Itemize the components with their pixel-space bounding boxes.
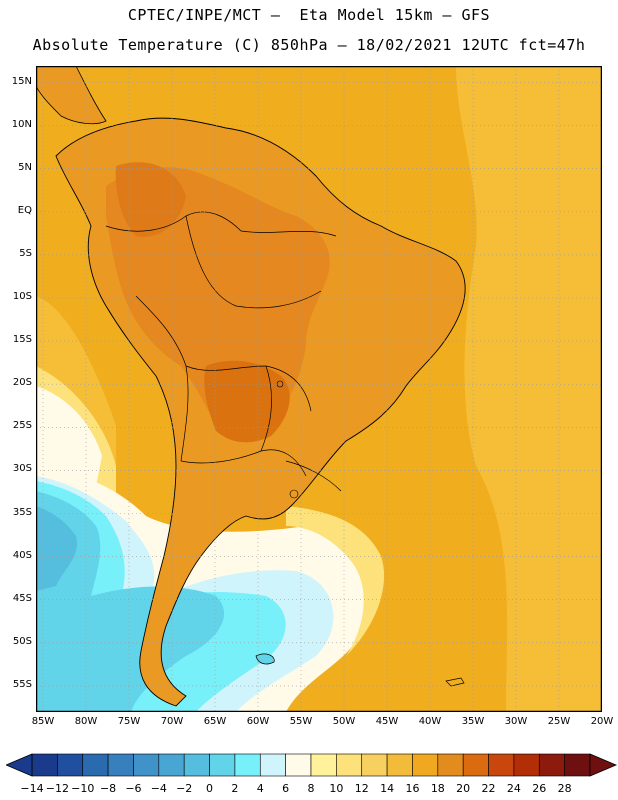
- lat-label-50s: 50S: [12, 635, 32, 647]
- lat-label-10s: 10S: [12, 291, 32, 302]
- lon-label-50w: 50W: [332, 716, 356, 727]
- country-borders: [105, 211, 342, 492]
- interior-hot-zone: [106, 167, 330, 437]
- colorbar-swatch: [107, 753, 134, 777]
- colorbar-swatch: [412, 753, 439, 777]
- colorbar-swatch: [285, 753, 312, 777]
- colorbar-right-arrow: [589, 753, 618, 777]
- colorbar-label: 28: [557, 782, 572, 795]
- lon-label-40w: 40W: [418, 716, 442, 727]
- south-deep-blue-patch: [36, 506, 77, 591]
- colorbar-swatch: [209, 753, 236, 777]
- temperature-map: [36, 66, 602, 712]
- colorbar-label: 18: [430, 782, 445, 795]
- south-blue-zone: [36, 491, 225, 712]
- lon-label-20w: 20W: [590, 716, 614, 727]
- lat-label-30s: 30S: [12, 463, 32, 475]
- lon-label-65w: 65W: [203, 716, 227, 727]
- map-frame: [36, 66, 602, 712]
- lon-label-25w: 25W: [547, 716, 571, 727]
- central-america-land: [36, 66, 107, 125]
- colorbar-swatch: [488, 753, 515, 777]
- colorbar-swatch: [310, 753, 337, 777]
- colorbar-label: −4: [150, 782, 167, 795]
- colorbar-swatch: [57, 753, 84, 777]
- colorbar-swatch: [336, 753, 363, 777]
- colorbar-swatch: [437, 753, 464, 777]
- south-georgia-island: [445, 677, 465, 687]
- colorbar-swatch: [538, 753, 565, 777]
- colorbar-swatch: [183, 753, 210, 777]
- colorbar-swatch: [82, 753, 109, 777]
- lat-label-15n: 15N: [11, 75, 32, 87]
- colorbar-swatch: [158, 753, 185, 777]
- lat-label-5s: 5S: [19, 247, 32, 259]
- north-hot-patch: [115, 162, 186, 237]
- lon-label-55w: 55W: [289, 716, 313, 727]
- colorbar-swatch: [234, 753, 261, 777]
- colorbar-swatch: [361, 753, 388, 777]
- lon-label-70w: 70W: [160, 716, 184, 727]
- colorbar-label: 4: [256, 782, 264, 795]
- colorbar-label: 0: [206, 782, 214, 795]
- colorbar-left-arrow: [6, 753, 33, 777]
- colorbar-label: 2: [231, 782, 239, 795]
- colorbar-label: 12: [354, 782, 369, 795]
- lon-label-75w: 75W: [117, 716, 141, 727]
- atlantic-pale-ridge: [286, 506, 385, 656]
- lat-label-10n: 10N: [11, 118, 32, 130]
- colorbar-swatch: [133, 753, 160, 777]
- colorbar-label: −8: [99, 782, 117, 795]
- lon-label-45w: 45W: [375, 716, 399, 727]
- map-title-line1: CPTEC/INPE/MCT – Eta Model 15km – GFS: [127, 6, 491, 24]
- lon-label-30w: 30W: [504, 716, 528, 727]
- map-canvas: [36, 66, 602, 712]
- colorbar-label: 20: [456, 782, 471, 795]
- lon-label-80w: 80W: [74, 716, 98, 727]
- yellow-ocean-band: [456, 66, 602, 712]
- colorbar-label: −2: [176, 782, 193, 795]
- lat-label-45s: 45S: [12, 592, 32, 604]
- colorbar-label: 14: [380, 782, 395, 795]
- lat-label-55s: 55S: [12, 678, 32, 690]
- colorbar-label: −14: [20, 782, 44, 795]
- colorbar-swatch: [564, 753, 591, 777]
- falkland-islands: [255, 653, 275, 665]
- lon-label-85w: 85W: [31, 716, 55, 727]
- colorbar: [6, 753, 618, 777]
- lat-label-20s: 20S: [12, 377, 32, 389]
- colorbar-swatch: [31, 753, 58, 777]
- map-title-line2: Absolute Temperature (C) 850hPa – 18/02/…: [32, 36, 586, 54]
- lat-label-5n: 5N: [18, 161, 32, 173]
- lat-label-35s: 35S: [12, 506, 32, 518]
- colorbar-swatch: [513, 753, 540, 777]
- colorbar-label: 6: [282, 782, 290, 795]
- colorbar-swatch: [386, 753, 413, 777]
- colorbar-label: 8: [307, 782, 315, 795]
- lagoon-icon: [289, 489, 299, 499]
- colorbar-label: 16: [405, 782, 420, 795]
- colorbar-swatch: [259, 753, 286, 777]
- colorbar-label: 22: [481, 782, 496, 795]
- colorbar-label: −10: [71, 782, 95, 795]
- colorbar-label: −12: [45, 782, 69, 795]
- pacific-cream-patch: [36, 386, 102, 489]
- lat-label-eq: EQ: [17, 204, 32, 216]
- colorbar-label: −6: [125, 782, 142, 795]
- chaco-hottest-zone: [204, 360, 290, 443]
- lat-label-40s: 40S: [12, 549, 32, 561]
- lat-label-25s: 25S: [12, 420, 32, 432]
- lon-label-60w: 60W: [246, 716, 270, 727]
- colorbar-label: 10: [329, 782, 344, 795]
- colorbar-label: 26: [532, 782, 547, 795]
- lat-label-15s: 15S: [12, 334, 32, 346]
- colorbar-swatch: [462, 753, 489, 777]
- lon-label-35w: 35W: [461, 716, 485, 727]
- colorbar-label: 24: [506, 782, 521, 795]
